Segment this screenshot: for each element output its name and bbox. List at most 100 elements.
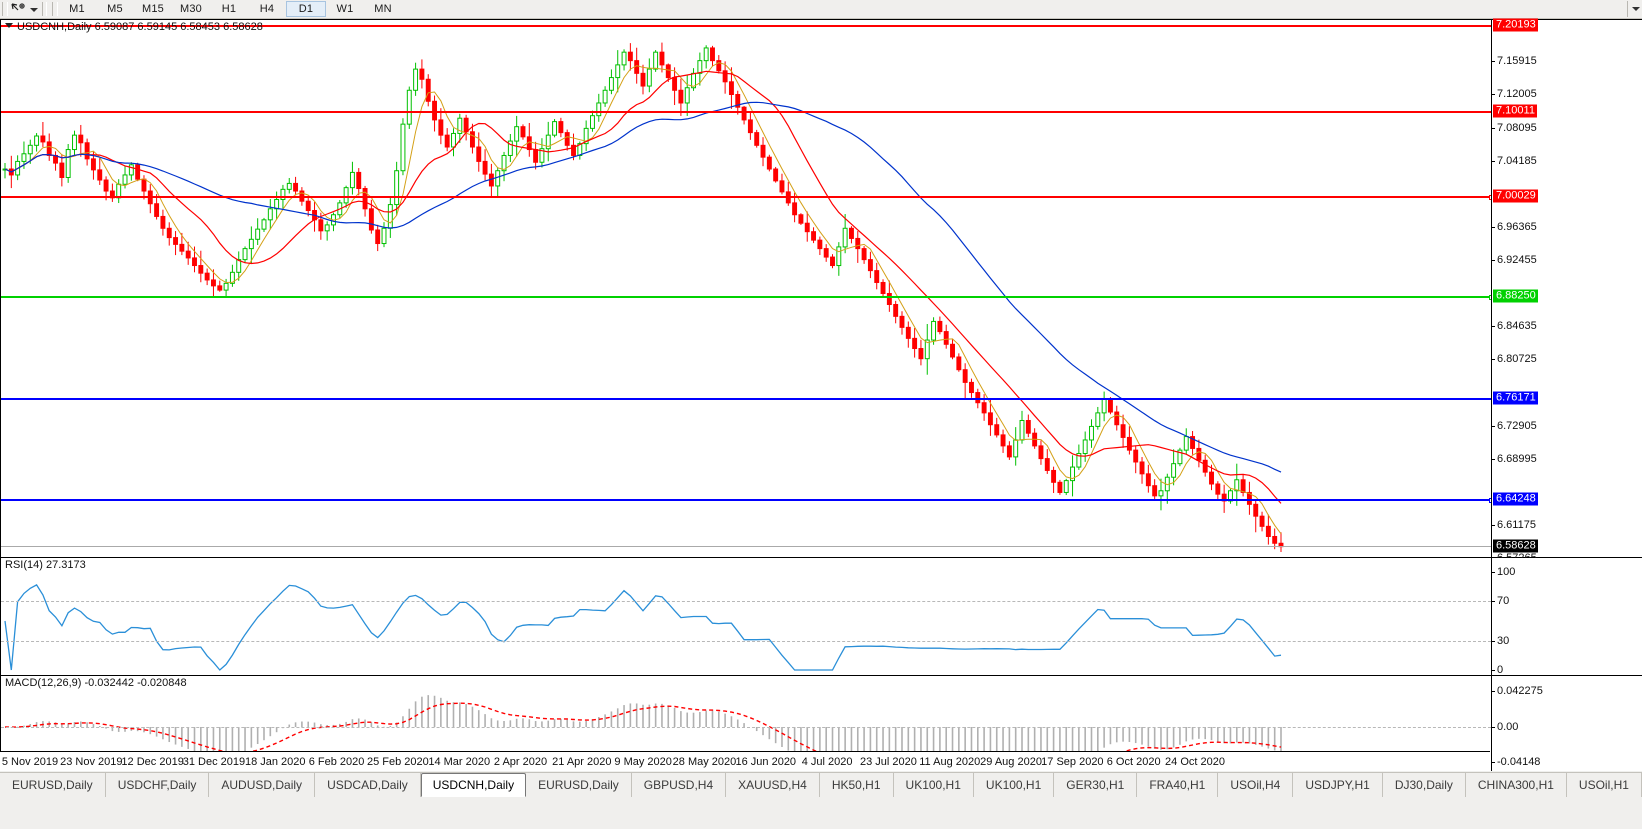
chart-tab-hk50-h1[interactable]: HK50,H1 xyxy=(819,773,894,797)
macd-axis[interactable]: 0.042275 0.00 -0.04148 xyxy=(1491,676,1642,771)
collapse-caret-icon[interactable] xyxy=(5,23,13,28)
chart-tabs[interactable]: EURUSD,Daily USDCHF,Daily AUDUSD,Daily USDC… xyxy=(0,773,1642,797)
chart-tab-bar: EURUSD,Daily USDCHF,Daily AUDUSD,Daily USDC… xyxy=(0,772,1642,829)
level-price-tag[interactable]: 6.88250 xyxy=(1493,289,1538,303)
price-tick: 7.04185 xyxy=(1492,154,1537,167)
timeframe-h1[interactable]: H1 xyxy=(221,3,237,15)
chart-tab-eurusd-daily[interactable]: EURUSD,Daily xyxy=(526,773,632,797)
level-anchor-handle[interactable] xyxy=(1489,294,1491,300)
timeframe-mn[interactable]: MN xyxy=(374,3,392,15)
rsi-plot-canvas[interactable] xyxy=(1,558,1491,675)
chart-tab-xauusd-h4[interactable]: XAUUSD,H4 xyxy=(726,773,820,797)
rsi-level-70 xyxy=(1,601,1491,603)
date-label: 12 Dec 2019 xyxy=(121,756,184,768)
chart-tab-eurusd-daily[interactable]: EURUSD,Daily xyxy=(0,773,106,797)
date-label: 11 Aug 2020 xyxy=(919,756,981,768)
rsi-tick: 0 xyxy=(1491,664,1504,676)
chart-tab-dj30-daily[interactable]: DJ30,Daily xyxy=(1382,773,1466,797)
timeframe-m1[interactable]: M1 xyxy=(69,3,85,15)
level-line-7.00029[interactable] xyxy=(1,194,1491,200)
date-label: 17 Sep 2020 xyxy=(1041,756,1104,768)
date-label: 6 Feb 2020 xyxy=(308,756,365,768)
chart-tab-usdjpy-h1[interactable]: USDJPY,H1 xyxy=(1293,773,1383,797)
macd-zero-line xyxy=(1,727,1491,728)
chart-tab-usdchf-daily[interactable]: USDCHF,Daily xyxy=(105,773,210,797)
level-price-tag[interactable]: 7.20193 xyxy=(1493,18,1538,32)
last-price-tag: 6.58628 xyxy=(1493,539,1538,553)
chart-tab-china300-h1[interactable]: CHINA300,H1 xyxy=(1465,773,1567,797)
chart-tab-fra40-h1[interactable]: FRA40,H1 xyxy=(1137,773,1219,797)
rsi-tick: 100 xyxy=(1491,566,1516,578)
price-tick: 6.96365 xyxy=(1492,220,1537,233)
chart-tab-gbpusd-h4[interactable]: GBPUSD,H4 xyxy=(631,773,727,797)
level-line-6.76171[interactable] xyxy=(1,397,1491,400)
date-label: 4 Jul 2020 xyxy=(801,756,853,768)
toolbar-overflow-icon[interactable] xyxy=(1627,1,1642,17)
tab-bar-divider xyxy=(0,772,1642,773)
date-label: 24 Oct 2020 xyxy=(1165,756,1225,768)
timeframe-d1[interactable]: D1 xyxy=(286,1,326,17)
date-label: 5 Nov 2019 xyxy=(1,756,59,768)
level-line-6.88250[interactable] xyxy=(1,294,1491,300)
macd-tick: 0.00 xyxy=(1491,721,1519,733)
level-anchor-handle[interactable] xyxy=(1489,194,1491,200)
price-axis[interactable]: 7.15915 7.12005 7.08095 7.04185 6.96365 6.924… xyxy=(1491,18,1642,564)
chart-symbol-header: USDCNH,Daily 6.59087 6.59145 6.58453 6.5… xyxy=(5,21,263,33)
price-pane[interactable]: USDCNH,Daily 6.59087 6.59145 6.58453 6.5… xyxy=(1,18,1642,564)
chart-tab-audusd-daily[interactable]: AUDUSD,Daily xyxy=(209,773,316,797)
date-label: 31 Dec 2019 xyxy=(182,756,246,768)
price-tick: 7.12005 xyxy=(1492,88,1537,101)
timeframe-w1[interactable]: W1 xyxy=(336,3,354,15)
timeframe-group-grip[interactable] xyxy=(52,2,58,16)
date-label: 28 May 2020 xyxy=(672,756,737,768)
chart-tab-usdcad-daily[interactable]: USDCAD,Daily xyxy=(315,773,421,797)
level-price-tag[interactable]: 6.64248 xyxy=(1493,492,1538,506)
price-tick: 7.08095 xyxy=(1492,121,1537,134)
price-tick: 6.80725 xyxy=(1492,353,1537,366)
rsi-label: RSI(14) 27.3173 xyxy=(5,559,86,571)
timeframe-m15[interactable]: M15 xyxy=(142,3,164,15)
chart-tab-usoil-h1[interactable]: USOil,H1 xyxy=(1566,773,1642,797)
price-tick: 6.72905 xyxy=(1492,419,1537,432)
chart-area[interactable]: USDCNH,Daily 6.59087 6.59145 6.58453 6.5… xyxy=(0,18,1642,771)
price-tick: 6.61175 xyxy=(1492,518,1536,531)
price-plot-canvas[interactable] xyxy=(1,20,1491,557)
chart-tab-uk100-h1[interactable]: UK100,H1 xyxy=(973,773,1055,797)
rsi-line-series xyxy=(4,584,1282,671)
timeframe-toolbar: M1 M5 M15 M30 H1 H4 D1 W1 MN xyxy=(0,0,1642,19)
chart-tab-usdcnh-daily[interactable]: USDCNH,Daily xyxy=(420,773,527,797)
date-label: 2 Apr 2020 xyxy=(493,756,548,768)
toolbar-grip[interactable] xyxy=(2,2,8,16)
rsi-tick: 30 xyxy=(1491,634,1510,647)
date-label: 9 May 2020 xyxy=(614,756,672,768)
price-tick: 6.84635 xyxy=(1492,320,1537,333)
date-label: 16 Jun 2020 xyxy=(735,756,797,768)
chart-tab-uk100-h1[interactable]: UK100,H1 xyxy=(893,773,974,797)
level-line-7.20193[interactable] xyxy=(1,25,1491,28)
price-tick: 6.68995 xyxy=(1492,452,1537,465)
chart-symbol-label: USDCNH,Daily 6.59087 6.59145 6.58453 6.5… xyxy=(17,21,263,33)
toolbar-empty-area xyxy=(402,1,1627,17)
level-line-7.10011[interactable] xyxy=(1,111,1491,114)
last-price-line xyxy=(1,546,1491,548)
date-label: 29 Aug 2020 xyxy=(980,756,1042,768)
date-axis[interactable]: 5 Nov 2019 23 Nov 2019 12 Dec 2019 31 Dec 2… xyxy=(0,751,1490,771)
date-label: 14 Mar 2020 xyxy=(428,756,491,768)
timeframe-h4[interactable]: H4 xyxy=(259,3,275,15)
level-anchor-handle[interactable] xyxy=(1489,497,1491,503)
level-line-6.64248[interactable] xyxy=(1,497,1491,503)
date-label: 6 Oct 2020 xyxy=(1106,756,1161,768)
chart-tab-usoil-h4[interactable]: USOil,H4 xyxy=(1218,773,1294,797)
level-price-tag[interactable]: 7.10011 xyxy=(1493,104,1537,118)
timeframe-m30[interactable]: M30 xyxy=(180,3,202,15)
rsi-pane[interactable]: RSI(14) 27.3173 100 70 30 0 xyxy=(1,558,1642,676)
level-price-tag[interactable]: 6.76171 xyxy=(1493,391,1538,405)
macd-label: MACD(12,26,9) -0.032442 -0.020848 xyxy=(5,677,187,689)
cursor-crosshair-icon[interactable] xyxy=(9,1,27,17)
chart-tab-ger30-h1[interactable]: GER30,H1 xyxy=(1054,773,1138,797)
cursor-dropdown-icon[interactable] xyxy=(27,1,39,17)
level-price-tag[interactable]: 7.00029 xyxy=(1493,189,1538,203)
macd-tick: -0.04148 xyxy=(1491,756,1541,769)
timeframe-m5[interactable]: M5 xyxy=(107,3,123,15)
rsi-axis[interactable]: 100 70 30 0 xyxy=(1491,558,1642,676)
